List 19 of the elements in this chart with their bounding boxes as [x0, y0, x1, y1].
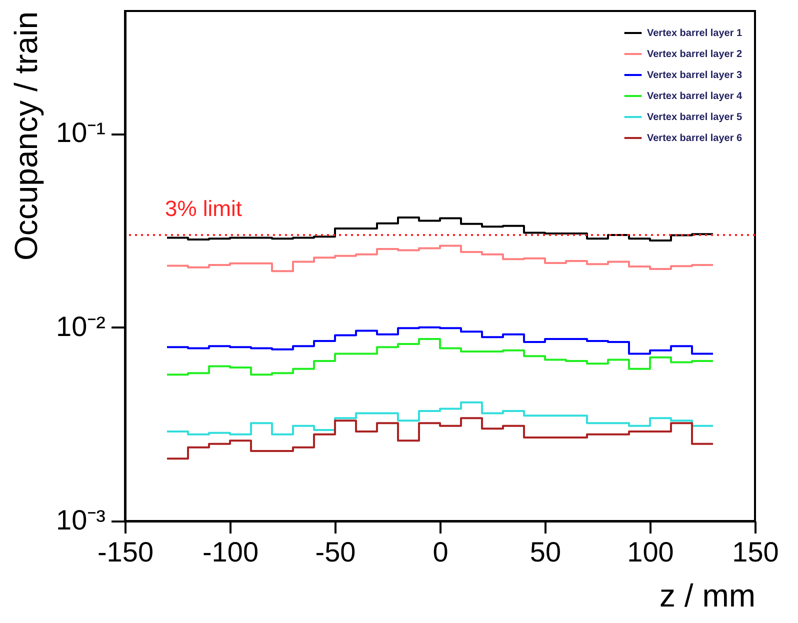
x-axis-title: z / mm — [660, 578, 756, 614]
legend-label: Vertex barrel layer 6 — [647, 133, 743, 144]
legend-label: Vertex barrel layer 2 — [647, 49, 743, 60]
y-axis-title: Occupancy / train — [8, 12, 44, 260]
x-tick-label: 150 — [732, 536, 779, 568]
x-tick-label: 0 — [432, 536, 448, 568]
y-tick-label: 10⁻¹ — [56, 117, 106, 148]
ref-line-label: 3% limit — [165, 196, 242, 221]
y-tick-label: 10⁻³ — [56, 504, 106, 536]
x-tick-label: -50 — [315, 536, 356, 568]
x-tick-label: -100 — [202, 536, 259, 568]
x-tick-label: -150 — [97, 536, 154, 568]
legend-label: Vertex barrel layer 3 — [647, 70, 743, 81]
y-tick-label: 10⁻² — [56, 310, 106, 342]
legend-label: Vertex barrel layer 4 — [647, 91, 743, 102]
legend-label: Vertex barrel layer 1 — [647, 28, 743, 39]
x-tick-label: 50 — [530, 536, 562, 568]
legend-label: Vertex barrel layer 5 — [647, 112, 743, 123]
x-tick-label: 100 — [627, 536, 674, 568]
